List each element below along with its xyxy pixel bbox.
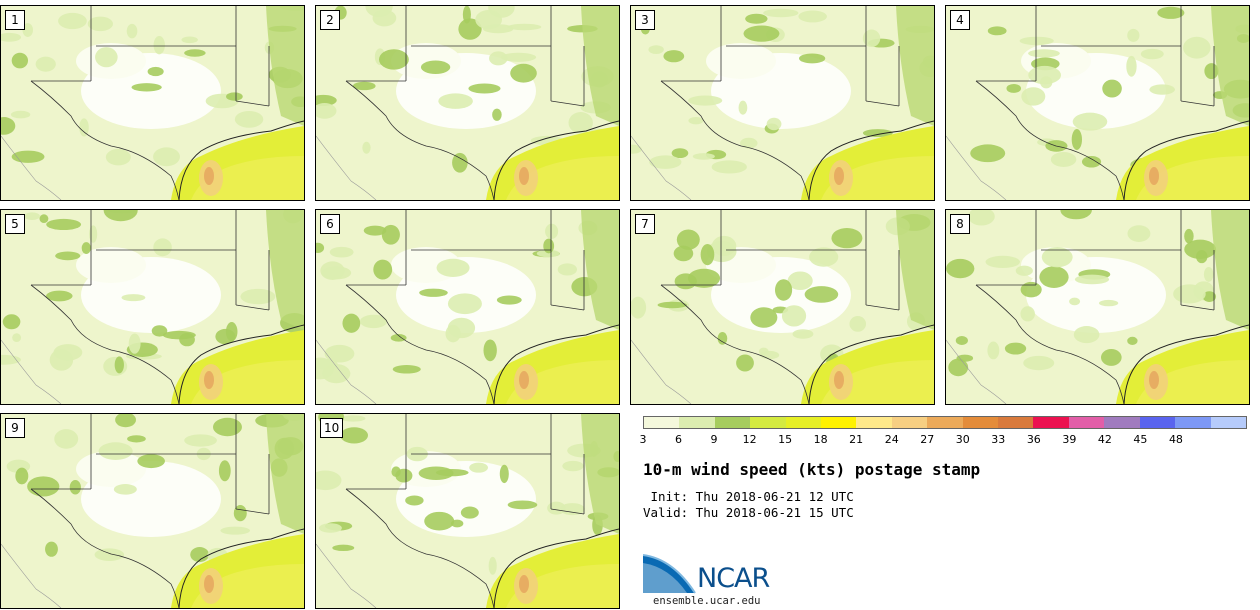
colorbar-segment — [714, 417, 751, 428]
wind-speed-map — [631, 6, 934, 200]
panel-label: 1 — [5, 10, 25, 30]
valid-time: Valid: Thu 2018-06-21 15 UTC — [643, 505, 854, 520]
map-panel-9[interactable]: 9 — [0, 413, 305, 609]
colorbar-segment — [1210, 417, 1246, 428]
panel-label: 7 — [635, 214, 655, 234]
colorbar-tick-label: 33 — [991, 433, 1006, 446]
panel-label: 9 — [5, 418, 25, 438]
colorbar-segment — [679, 417, 715, 428]
chart-title: 10-m wind speed (kts) postage stamp — [643, 460, 981, 479]
wind-speed-map — [316, 6, 619, 200]
colorbar-segment — [1175, 417, 1211, 428]
map-panel-3[interactable]: 3 — [630, 5, 935, 201]
panel-label: 5 — [5, 214, 25, 234]
panel-label: 2 — [320, 10, 340, 30]
colorbar-segment — [856, 417, 892, 428]
colorbar-segment — [927, 417, 963, 428]
wind-speed-map — [316, 210, 619, 404]
site-url[interactable]: ensemble.ucar.edu — [653, 595, 761, 607]
colorbar-tick-label: 45 — [1133, 433, 1148, 446]
colorbar-tick-label: 15 — [778, 433, 793, 446]
map-panel-5[interactable]: 5 — [0, 209, 305, 405]
wind-speed-map — [316, 414, 619, 608]
panel-label: 8 — [950, 214, 970, 234]
colorbar-tick-label: 21 — [849, 433, 864, 446]
wind-speed-map — [1, 6, 304, 200]
colorbar-tick-label: 48 — [1168, 433, 1183, 446]
wind-speed-map — [1, 414, 304, 608]
wind-speed-map — [946, 6, 1249, 200]
colorbar-tick-label: 42 — [1097, 433, 1112, 446]
colorbar-segment — [750, 417, 786, 428]
panel-label: 10 — [320, 418, 344, 438]
colorbar-segment — [1033, 417, 1069, 428]
colorbar-segment — [962, 417, 999, 428]
colorbar-segment — [1139, 417, 1176, 428]
colorbar-segment — [891, 417, 928, 428]
map-panel-7[interactable]: 7 — [630, 209, 935, 405]
ncar-logo-text: NCAR — [697, 563, 770, 594]
wind-speed-map — [631, 210, 934, 404]
colorbar-segment — [1068, 417, 1105, 428]
wind-speed-map — [946, 210, 1249, 404]
colorbar-segment — [785, 417, 822, 428]
colorbar-segment — [998, 417, 1034, 428]
colorbar-tick-label: 30 — [955, 433, 970, 446]
colorbar-tick-label: 3 — [639, 433, 647, 446]
colorbar-tick-label: 9 — [710, 433, 718, 446]
map-panel-6[interactable]: 6 — [315, 209, 620, 405]
map-panel-4[interactable]: 4 — [945, 5, 1250, 201]
map-panel-1[interactable]: 1 — [0, 5, 305, 201]
map-panel-2[interactable]: 2 — [315, 5, 620, 201]
colorbar-tick-label: 36 — [1026, 433, 1041, 446]
map-panel-8[interactable]: 8 — [945, 209, 1250, 405]
colorbar-tick-label: 18 — [813, 433, 828, 446]
wind-speed-map — [1, 210, 304, 404]
colorbar-tick-label: 12 — [742, 433, 757, 446]
init-time: Init: Thu 2018-06-21 12 UTC — [643, 489, 854, 504]
wind-speed-colorbar — [643, 416, 1247, 429]
colorbar-tick-label: 24 — [884, 433, 899, 446]
panel-label: 3 — [635, 10, 655, 30]
panel-label: 4 — [950, 10, 970, 30]
colorbar-tick-label: 39 — [1062, 433, 1077, 446]
colorbar-segment — [644, 417, 680, 428]
colorbar-segment — [1104, 417, 1140, 428]
colorbar-ticks: 3 6 9 12 15 18 21 24 27 30 33 36 39 42 45 48 — [639, 433, 1247, 447]
colorbar-tick-label: 6 — [675, 433, 683, 446]
map-panel-10[interactable]: 10 — [315, 413, 620, 609]
colorbar-segment — [821, 417, 857, 428]
ncar-logo-icon — [643, 554, 696, 594]
colorbar-tick-label: 27 — [920, 433, 935, 446]
panel-label: 6 — [320, 214, 340, 234]
